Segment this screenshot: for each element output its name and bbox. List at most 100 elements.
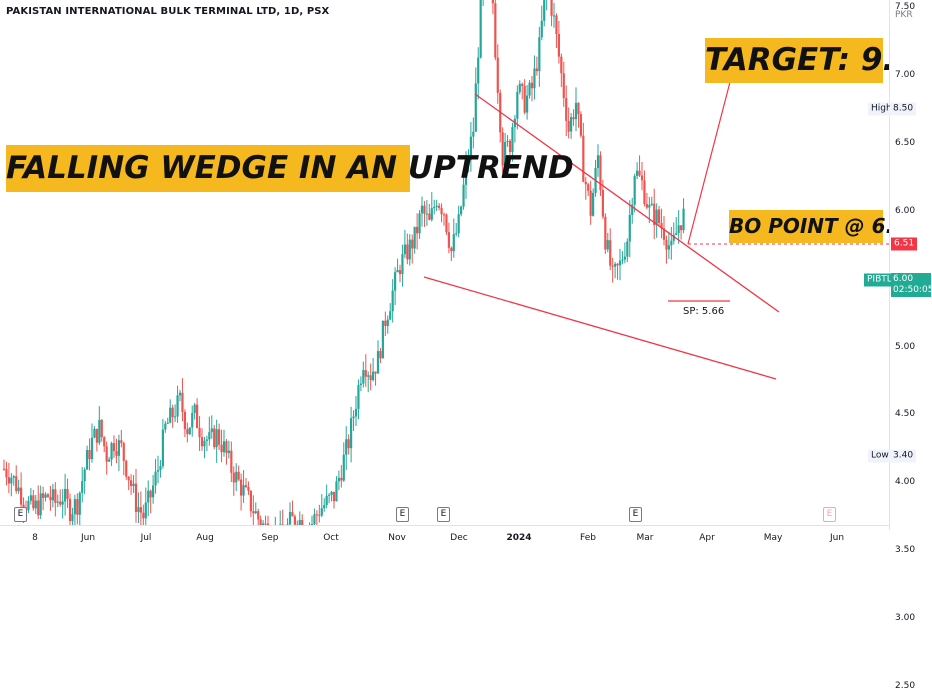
candle-body bbox=[39, 493, 42, 516]
candle-body bbox=[570, 117, 573, 132]
candle-body bbox=[298, 519, 301, 528]
time-tick-label: Oct bbox=[323, 533, 339, 543]
candle-body bbox=[457, 214, 460, 234]
candle-body bbox=[200, 437, 204, 447]
candle-body bbox=[154, 471, 157, 486]
candle-body bbox=[438, 205, 441, 208]
candle-body bbox=[606, 240, 609, 250]
time-tick-label: Dec bbox=[450, 533, 468, 543]
candle-body bbox=[670, 240, 673, 246]
candle-body bbox=[213, 428, 216, 448]
candle-body bbox=[577, 102, 580, 115]
candle-body bbox=[88, 449, 91, 460]
candle-body bbox=[523, 85, 526, 113]
price-tick-label: 6.50 bbox=[895, 137, 916, 148]
candle-body bbox=[604, 216, 607, 250]
candle-body bbox=[506, 140, 509, 143]
candle-body bbox=[433, 206, 436, 209]
candle-body bbox=[648, 204, 651, 208]
candle-body bbox=[403, 244, 406, 255]
candle-body bbox=[418, 213, 421, 234]
candle-body bbox=[398, 270, 402, 275]
candle-body bbox=[147, 490, 150, 503]
candle-body bbox=[81, 481, 84, 493]
candle-body bbox=[347, 439, 350, 449]
earnings-event-marker[interactable]: E bbox=[629, 507, 642, 522]
breakout-label[interactable]: BO POINT @ 6.50 bbox=[729, 210, 921, 243]
candle-body bbox=[37, 500, 40, 516]
time-tick-label: 8 bbox=[32, 533, 38, 543]
earnings-event-marker[interactable]: E bbox=[396, 507, 409, 522]
candle-body bbox=[83, 469, 86, 482]
candle-body bbox=[408, 239, 411, 260]
candle-body bbox=[614, 263, 617, 267]
time-tick-label: Jul bbox=[140, 533, 152, 543]
candle-body bbox=[638, 170, 641, 176]
candle-body bbox=[621, 259, 624, 261]
candle-body bbox=[526, 95, 529, 113]
candle-body bbox=[12, 476, 15, 478]
candle-body bbox=[66, 488, 69, 499]
candle-body bbox=[330, 491, 333, 495]
time-axis[interactable] bbox=[0, 525, 889, 551]
candle-body bbox=[144, 502, 147, 519]
candle-body bbox=[127, 476, 130, 481]
candle-body bbox=[611, 265, 614, 267]
candle-body bbox=[516, 91, 519, 119]
candle-body bbox=[117, 440, 120, 456]
candle-body bbox=[574, 102, 578, 120]
upcoming-earnings-marker[interactable]: E bbox=[823, 507, 836, 522]
candle-body bbox=[672, 234, 675, 241]
candle-body bbox=[633, 176, 636, 205]
candle-body bbox=[626, 241, 629, 257]
symbol-tag: PIBTL bbox=[864, 273, 895, 287]
candle-body bbox=[169, 407, 172, 423]
candle-body bbox=[139, 507, 142, 513]
price-axis[interactable] bbox=[889, 0, 932, 530]
candle-body bbox=[61, 501, 64, 505]
candle-body bbox=[5, 468, 8, 478]
candle-body bbox=[653, 203, 656, 225]
candle-body bbox=[247, 486, 250, 491]
candle-body bbox=[391, 290, 394, 312]
pattern-label[interactable]: FALLING WEDGE IN AN UPTREND bbox=[6, 145, 574, 192]
earnings-event-marker[interactable]: E bbox=[14, 507, 27, 522]
price-tick-label: 4.00 bbox=[895, 477, 916, 488]
candle-body bbox=[643, 180, 646, 205]
candle-body bbox=[98, 419, 101, 443]
candle-body bbox=[535, 68, 538, 72]
candle-body bbox=[369, 375, 372, 381]
candle-body bbox=[112, 443, 116, 452]
candle-body bbox=[159, 466, 162, 471]
time-tick-label: 2024 bbox=[506, 533, 532, 543]
currency-label: PKR bbox=[895, 10, 913, 20]
candle-body bbox=[442, 214, 446, 216]
low-label: Low bbox=[868, 449, 892, 463]
earnings-event-marker[interactable]: E bbox=[437, 507, 450, 522]
candle-body bbox=[7, 477, 10, 484]
candle-body bbox=[225, 441, 228, 454]
candle-body bbox=[552, 15, 556, 17]
price-tick-label: 3.50 bbox=[895, 545, 916, 556]
candle-body bbox=[420, 205, 424, 214]
candle-body bbox=[149, 490, 152, 498]
candle-body bbox=[455, 233, 458, 235]
candle-body bbox=[599, 155, 602, 191]
price-tick-label: 7.50 bbox=[895, 2, 916, 12]
candle-body bbox=[166, 422, 169, 424]
stop-label: SP: 5.66 bbox=[683, 306, 725, 317]
candle-body bbox=[205, 439, 208, 441]
price-tick-label: 3.00 bbox=[895, 613, 916, 624]
candle-body bbox=[504, 142, 507, 166]
candle-body bbox=[550, 0, 553, 16]
candle-body bbox=[227, 450, 230, 454]
candle-body bbox=[428, 213, 431, 220]
candle-body bbox=[362, 370, 365, 384]
candle-body bbox=[110, 443, 113, 460]
candle-body bbox=[464, 162, 468, 185]
candle-body bbox=[557, 34, 560, 57]
time-tick-label: Jun bbox=[80, 533, 96, 543]
candle-body bbox=[469, 136, 472, 160]
target-label[interactable]: TARGET: 9.20 bbox=[705, 38, 932, 83]
